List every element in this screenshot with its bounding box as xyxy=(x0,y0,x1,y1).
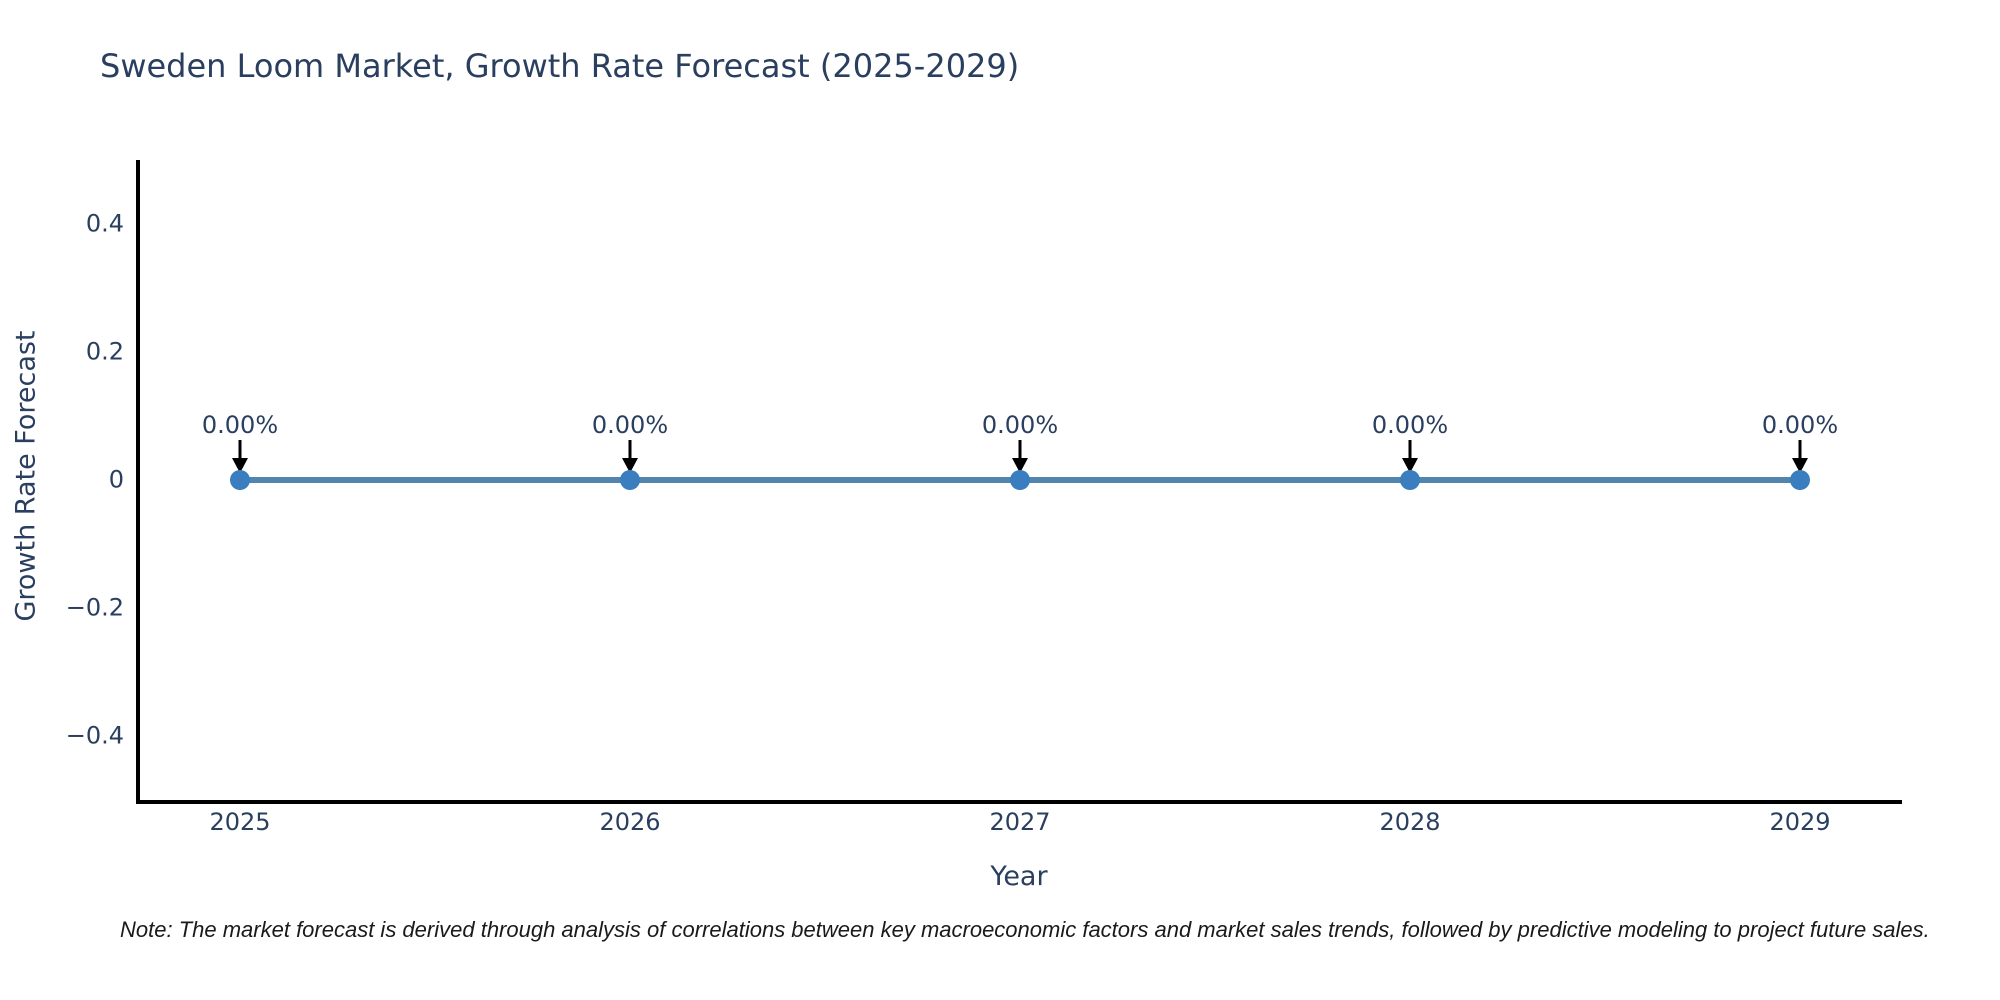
y-tick-label: 0 xyxy=(108,465,124,494)
y-tick-label: −0.4 xyxy=(65,721,124,750)
x-axis-title: Year xyxy=(990,861,1048,892)
y-tick-label: −0.2 xyxy=(65,593,124,622)
footnote: Note: The market forecast is derived thr… xyxy=(120,917,1930,942)
x-tick-label: 2029 xyxy=(1769,808,1831,836)
x-tick-label: 2026 xyxy=(599,808,661,836)
x-tick-label: 2025 xyxy=(209,808,271,836)
y-tick-label: 0.2 xyxy=(85,337,124,366)
chart-title: Sweden Loom Market, Growth Rate Forecast… xyxy=(100,47,1020,85)
x-tick-label: 2028 xyxy=(1379,808,1441,836)
y-tick-label: 0.4 xyxy=(85,209,124,238)
x-tick-label: 2027 xyxy=(989,808,1051,836)
y-axis-ticks: 0.4 0.2 0 −0.2 −0.4 xyxy=(0,0,124,1000)
x-axis-ticks: 2025 2026 2027 2028 2029 xyxy=(0,808,2000,848)
plot-area xyxy=(136,160,1902,804)
